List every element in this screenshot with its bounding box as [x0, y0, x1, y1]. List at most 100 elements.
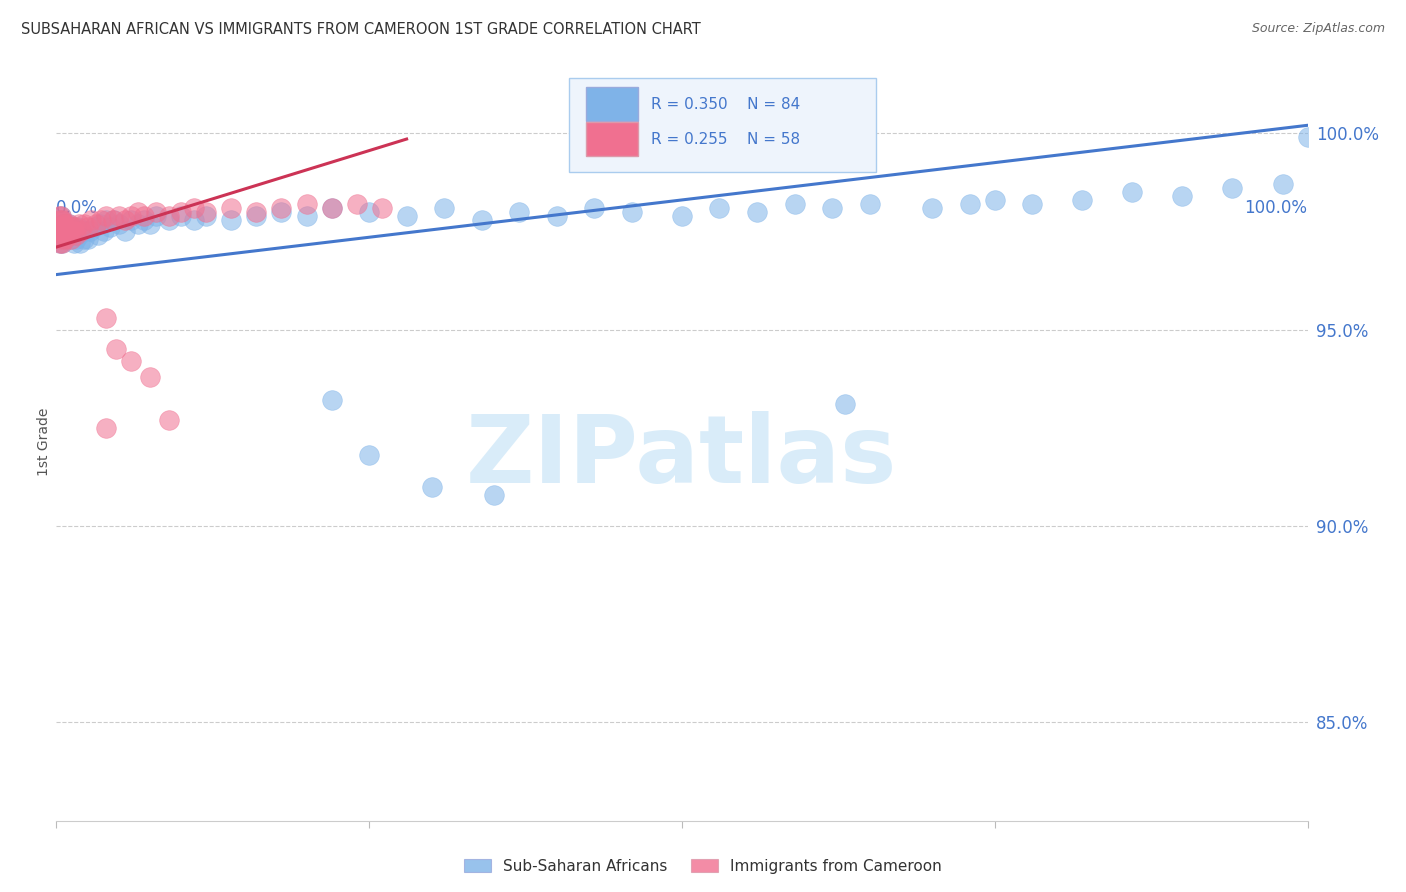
- Point: [62, 228, 84, 243]
- FancyBboxPatch shape: [569, 78, 876, 172]
- Point: [67, 228, 90, 243]
- Point: [96, 421, 118, 435]
- Point: [90, 212, 112, 227]
- Point: [484, 487, 506, 501]
- Point: [157, 209, 180, 223]
- Point: [984, 193, 1007, 207]
- Point: [620, 204, 643, 219]
- Point: [858, 197, 880, 211]
- Point: [58, 217, 80, 231]
- Point: [93, 224, 115, 238]
- Point: [96, 212, 118, 227]
- Point: [84, 217, 107, 231]
- Point: [346, 197, 368, 211]
- Point: [120, 212, 142, 227]
- Point: [51, 236, 73, 251]
- Point: [66, 220, 89, 235]
- Legend: Sub-Saharan Africans, Immigrants from Cameroon: Sub-Saharan Africans, Immigrants from Ca…: [457, 853, 949, 880]
- Text: R = 0.350    N = 84: R = 0.350 N = 84: [651, 96, 800, 112]
- Text: R = 0.255    N = 58: R = 0.255 N = 58: [651, 131, 800, 146]
- Point: [98, 220, 121, 235]
- Point: [55, 228, 77, 243]
- Point: [55, 228, 77, 243]
- Point: [49, 236, 72, 251]
- Point: [49, 236, 72, 251]
- Point: [49, 224, 72, 238]
- Point: [295, 209, 318, 223]
- Point: [183, 212, 205, 227]
- Point: [79, 224, 101, 238]
- Point: [83, 220, 105, 235]
- Point: [195, 209, 218, 223]
- Point: [709, 201, 731, 215]
- Point: [62, 220, 84, 235]
- Point: [60, 232, 83, 246]
- Point: [62, 220, 84, 235]
- Point: [114, 212, 136, 227]
- Point: [51, 212, 73, 227]
- Point: [51, 209, 73, 223]
- Point: [49, 224, 72, 238]
- Point: [101, 212, 124, 227]
- Point: [53, 220, 76, 235]
- Point: [139, 369, 162, 384]
- Point: [62, 224, 84, 238]
- Text: SUBSAHARAN AFRICAN VS IMMIGRANTS FROM CAMEROON 1ST GRADE CORRELATION CHART: SUBSAHARAN AFRICAN VS IMMIGRANTS FROM CA…: [21, 22, 700, 37]
- Point: [58, 228, 80, 243]
- Point: [321, 201, 343, 215]
- Text: 0.0%: 0.0%: [56, 199, 98, 217]
- Text: Source: ZipAtlas.com: Source: ZipAtlas.com: [1251, 22, 1385, 36]
- Point: [132, 209, 155, 223]
- Point: [59, 224, 82, 238]
- Point: [139, 217, 162, 231]
- Point: [245, 209, 267, 223]
- Point: [745, 204, 768, 219]
- Point: [51, 236, 73, 251]
- Point: [1171, 189, 1194, 203]
- Point: [671, 209, 693, 223]
- Point: [51, 212, 73, 227]
- Point: [359, 448, 381, 462]
- Point: [73, 224, 96, 238]
- Point: [245, 204, 267, 219]
- Point: [60, 232, 83, 246]
- Point: [51, 209, 73, 223]
- Point: [127, 204, 149, 219]
- Point: [370, 201, 392, 215]
- Point: [1222, 181, 1244, 195]
- Point: [221, 201, 243, 215]
- Point: [53, 232, 76, 246]
- Point: [67, 217, 90, 231]
- Point: [58, 228, 80, 243]
- Point: [56, 224, 79, 238]
- Point: [1296, 130, 1319, 145]
- Point: [321, 393, 343, 408]
- Point: [53, 220, 76, 235]
- Point: [420, 480, 443, 494]
- Point: [1121, 185, 1143, 199]
- Point: [63, 220, 86, 235]
- Point: [59, 224, 82, 238]
- Point: [1271, 178, 1294, 192]
- FancyBboxPatch shape: [585, 87, 638, 120]
- Point: [433, 201, 456, 215]
- Point: [52, 217, 75, 231]
- Point: [52, 217, 75, 231]
- Point: [48, 220, 70, 235]
- Point: [51, 224, 73, 238]
- Point: [170, 209, 193, 223]
- Text: 100.0%: 100.0%: [1244, 199, 1308, 217]
- Point: [120, 209, 142, 223]
- Point: [73, 232, 96, 246]
- Point: [959, 197, 981, 211]
- Point: [62, 236, 84, 251]
- Point: [105, 343, 128, 357]
- Point: [76, 232, 98, 246]
- Point: [108, 217, 131, 231]
- Point: [471, 212, 494, 227]
- Point: [114, 224, 136, 238]
- Point: [359, 204, 381, 219]
- Point: [51, 232, 73, 246]
- Point: [783, 197, 806, 211]
- Point: [56, 224, 79, 238]
